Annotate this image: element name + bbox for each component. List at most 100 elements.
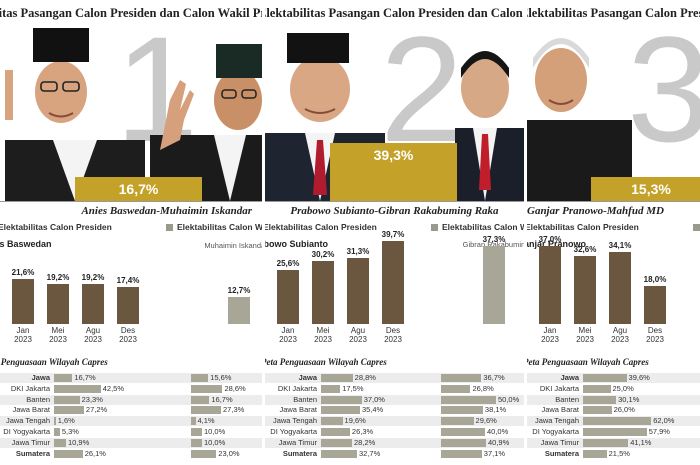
president-bar <box>312 260 334 324</box>
region-value-president: 23,3% <box>81 394 103 404</box>
region-bar-president <box>583 395 617 404</box>
region-value-vice-president: 40,0% <box>487 427 509 436</box>
region-row: DI Yogyakarta 5,3% 10,0% <box>0 427 262 437</box>
bar-value-label: 18,0% <box>643 275 667 285</box>
bar-value-label: 19,2% <box>46 272 70 282</box>
bar-period-label: Agu 2023 <box>349 326 367 344</box>
region-name: Jawa Tengah <box>5 416 50 426</box>
bar-period-label: Jan 2023 <box>279 326 297 344</box>
region-row: Banten 23,3% 16,7% <box>0 394 262 405</box>
region-row: Jawa Timur 41,1% <box>527 437 700 448</box>
region-value-president: 37,0% <box>363 394 385 404</box>
bar-value-label: 30,2% <box>311 249 335 259</box>
region-name: DI Yogyakarta <box>532 427 579 436</box>
section-header-vice-president: Elektabilitas Calon Wakil Presiden <box>431 222 524 234</box>
region-bar-president <box>321 384 341 393</box>
region-row: Jawa Tengah 19,6% 29,6% <box>265 416 524 427</box>
divider <box>527 201 700 202</box>
candidate-photo <box>527 38 632 201</box>
region-value-president: 27,2% <box>85 405 108 415</box>
region-row: Jawa 16,7% 15,6% <box>0 373 262 383</box>
region-name: Jawa <box>298 373 317 382</box>
section-header-president: Elektabilitas Calon Presiden <box>527 222 639 232</box>
candidate-label: Anies Baswedan <box>0 239 52 249</box>
region-bar-president <box>583 374 627 382</box>
region-value-president: 16,7% <box>74 373 96 382</box>
region-bar-president <box>583 417 652 426</box>
region-row: Sumatera 26,1% 23,0% <box>0 449 262 459</box>
president-bar <box>644 286 666 324</box>
region-value-vice-president: 37,1% <box>483 448 506 458</box>
region-value-president: 10,9% <box>67 437 90 447</box>
region-bar-president <box>54 438 66 447</box>
panel-candidate-2: Elektabilitas Pasangan Calon Presiden da… <box>265 0 524 465</box>
region-value-president: 19,6% <box>344 416 366 426</box>
region-bar-vice-president <box>191 417 196 426</box>
region-title: Peta Penguasaan Wilayah Capres <box>527 357 649 367</box>
region-value-vice-president: 26,8% <box>472 383 494 393</box>
vp-value-label: 12,7% <box>227 286 251 296</box>
region-value-president: 28,2% <box>354 437 376 447</box>
region-value-president: 42,5% <box>102 383 125 393</box>
region-name: Jawa <box>560 373 579 382</box>
panel-candidate-3: Elektabilitas Pasangan Calon Presiden da… <box>527 0 700 465</box>
region-name: DKI Jakarta <box>539 383 579 393</box>
region-bar-vice-president <box>441 374 482 382</box>
candidate-number: 2 <box>380 5 464 173</box>
region-value-vice-president: 29,6% <box>475 416 497 426</box>
region-row: Jawa Barat 35,4% 38,1% <box>265 405 524 415</box>
region-row: Jawa 28,8% 36,7% <box>265 373 524 383</box>
region-value-vice-president: 38,1% <box>484 405 507 415</box>
region-bar-vice-president <box>441 449 482 458</box>
vp-label: Muhaimin Iskandar <box>204 241 262 250</box>
region-bar-president <box>54 449 83 458</box>
region-value-vice-president: 28,6% <box>224 383 246 393</box>
region-bar-vice-president <box>191 428 202 436</box>
pair-name: Ganjar Pranowo-Mahfud MD <box>527 205 664 217</box>
bar-period-label: Des 2023 <box>384 326 402 344</box>
section-header-vice-president <box>693 222 700 234</box>
region-row: Sumatera 32,7% 37,1% <box>265 449 524 459</box>
region-name: Jawa Barat <box>279 405 317 415</box>
president-bar <box>117 287 139 324</box>
bar-period-label: Mei 2023 <box>576 326 594 344</box>
region-value-president: 26,0% <box>613 405 635 415</box>
pair-name: Prabowo Subianto-Gibran Rakabuming Raka <box>290 205 499 217</box>
region-row: DI Yogyakarta 26,3% 40,0% <box>265 427 524 437</box>
region-bar-president <box>321 428 350 436</box>
region-value-president: 39,6% <box>628 373 650 382</box>
region-bar-vice-president <box>441 395 496 404</box>
panel-gap <box>262 0 265 465</box>
region-bar-president <box>583 406 612 415</box>
legend-square <box>431 224 438 231</box>
bar-period-label: Agu 2023 <box>611 326 629 344</box>
president-bar <box>277 270 299 324</box>
running-mate-photo <box>455 51 524 201</box>
region-value-president: 26,3% <box>351 427 374 436</box>
header-title: Elektabilitas Pasangan Calon Presiden da… <box>0 6 262 20</box>
region-bar-president <box>321 395 362 404</box>
region-row: Jawa 39,6% <box>527 373 700 383</box>
region-row: Sumatera 21,5% <box>527 449 700 459</box>
bar-value-label: 32,6% <box>573 244 597 254</box>
region-bar-vice-president <box>441 384 471 393</box>
region-row: Jawa Timur 10,9% 10,0% <box>0 437 262 448</box>
region-value-vice-president: 27,3% <box>223 405 245 415</box>
electability-percent-badge: 15,3% <box>591 177 700 201</box>
region-name: DKI Jakarta <box>277 383 317 393</box>
region-bar-president <box>54 395 80 404</box>
hero-photo-area: Elektabilitas Pasangan Calon Presiden da… <box>527 0 700 201</box>
region-bar-vice-president <box>191 395 210 404</box>
region-value-president: 21,5% <box>608 448 630 458</box>
bar-value-label: 31,3% <box>346 247 370 257</box>
region-name: Jawa Barat <box>541 405 579 415</box>
region-row: Banten 30,1% <box>527 394 700 405</box>
region-bar-vice-president <box>441 428 485 436</box>
header-title: Elektabilitas Pasangan Calon Presiden da… <box>265 6 524 20</box>
region-value-president: 17,5% <box>342 383 364 393</box>
candidate-photo <box>265 33 385 201</box>
region-bar-vice-president <box>191 374 209 382</box>
bar-period-label: Des 2023 <box>119 326 137 344</box>
region-name: Sumatera <box>15 448 50 458</box>
